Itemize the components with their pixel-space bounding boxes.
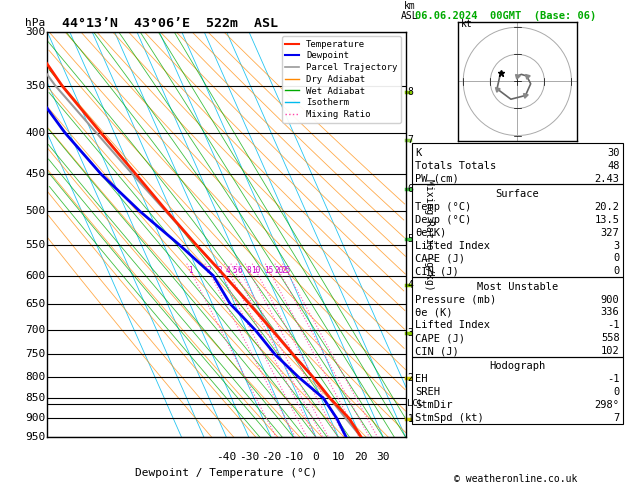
Text: 600: 600	[25, 271, 45, 280]
Text: hPa: hPa	[25, 17, 45, 28]
Text: 500: 500	[25, 207, 45, 216]
Text: 06.06.2024  00GMT  (Base: 06): 06.06.2024 00GMT (Base: 06)	[415, 11, 596, 21]
Text: Dewp (°C): Dewp (°C)	[415, 215, 471, 225]
Text: -1: -1	[607, 374, 620, 384]
Text: 25: 25	[282, 266, 291, 276]
Text: 48: 48	[607, 161, 620, 171]
Text: 400: 400	[25, 128, 45, 138]
Text: 4: 4	[408, 280, 413, 291]
Text: -20: -20	[261, 451, 281, 462]
Text: 102: 102	[601, 346, 620, 356]
Text: Hodograph: Hodograph	[489, 362, 545, 371]
Text: 0: 0	[613, 254, 620, 263]
Text: 0: 0	[613, 387, 620, 397]
Text: 327: 327	[601, 228, 620, 238]
Text: 8: 8	[247, 266, 252, 276]
Text: 4: 4	[226, 266, 230, 276]
Text: 700: 700	[25, 325, 45, 335]
Text: © weatheronline.co.uk: © weatheronline.co.uk	[454, 473, 577, 484]
Text: 30: 30	[377, 451, 390, 462]
Text: 298°: 298°	[594, 400, 620, 410]
Text: 0: 0	[313, 451, 320, 462]
Text: 1: 1	[408, 414, 413, 424]
Text: 2: 2	[206, 266, 211, 276]
Text: 650: 650	[25, 299, 45, 309]
Text: km
ASL: km ASL	[401, 0, 418, 21]
Text: -40: -40	[216, 451, 237, 462]
Text: 20: 20	[354, 451, 367, 462]
Text: 10: 10	[252, 266, 260, 276]
Text: StmSpd (kt): StmSpd (kt)	[415, 413, 484, 423]
Text: 800: 800	[25, 372, 45, 382]
Text: EH: EH	[415, 374, 428, 384]
Text: K: K	[415, 148, 421, 158]
Legend: Temperature, Dewpoint, Parcel Trajectory, Dry Adiabat, Wet Adiabat, Isotherm, Mi: Temperature, Dewpoint, Parcel Trajectory…	[282, 36, 401, 122]
Text: 750: 750	[25, 349, 45, 359]
Text: -10: -10	[284, 451, 304, 462]
Text: 850: 850	[25, 393, 45, 403]
Text: SREH: SREH	[415, 387, 440, 397]
Text: Most Unstable: Most Unstable	[477, 282, 558, 292]
Text: 8: 8	[408, 87, 413, 97]
Text: Lifted Index: Lifted Index	[415, 320, 490, 330]
Text: 44°13’N  43°06’E  522m  ASL: 44°13’N 43°06’E 522m ASL	[62, 17, 278, 30]
Text: 900: 900	[25, 414, 45, 423]
Text: Dewpoint / Temperature (°C): Dewpoint / Temperature (°C)	[135, 468, 318, 478]
Text: -1: -1	[607, 320, 620, 330]
Text: 900: 900	[601, 295, 620, 305]
Text: 350: 350	[25, 81, 45, 91]
Text: Mixing Ratio (g/kg): Mixing Ratio (g/kg)	[424, 179, 434, 290]
Text: 2.43: 2.43	[594, 174, 620, 184]
Text: CIN (J): CIN (J)	[415, 346, 459, 356]
Text: Lifted Index: Lifted Index	[415, 241, 490, 251]
Text: CAPE (J): CAPE (J)	[415, 333, 465, 343]
Text: 336: 336	[601, 308, 620, 317]
Text: 3: 3	[408, 329, 413, 338]
Text: 30: 30	[607, 148, 620, 158]
Text: 13.5: 13.5	[594, 215, 620, 225]
Text: Pressure (mb): Pressure (mb)	[415, 295, 496, 305]
Text: 1: 1	[188, 266, 193, 276]
Text: 15: 15	[265, 266, 274, 276]
Text: 10: 10	[331, 451, 345, 462]
Text: Surface: Surface	[496, 189, 539, 199]
Text: kt: kt	[460, 19, 472, 29]
Text: 7: 7	[613, 413, 620, 423]
Text: Totals Totals: Totals Totals	[415, 161, 496, 171]
Text: PW (cm): PW (cm)	[415, 174, 459, 184]
Text: 20: 20	[274, 266, 284, 276]
Text: 5: 5	[232, 266, 237, 276]
Text: 3: 3	[613, 241, 620, 251]
Text: CAPE (J): CAPE (J)	[415, 254, 465, 263]
Text: 5: 5	[408, 234, 413, 243]
Text: 7: 7	[408, 135, 413, 145]
Text: 2: 2	[408, 373, 413, 383]
Text: StmDir: StmDir	[415, 400, 453, 410]
Text: 550: 550	[25, 240, 45, 250]
Text: 300: 300	[25, 27, 45, 36]
Text: 950: 950	[25, 433, 45, 442]
Text: 0: 0	[613, 266, 620, 277]
Text: 6: 6	[408, 184, 413, 194]
Text: 3: 3	[218, 266, 222, 276]
Text: θe (K): θe (K)	[415, 308, 453, 317]
Text: 6: 6	[238, 266, 242, 276]
Text: θe(K): θe(K)	[415, 228, 447, 238]
Text: LCL: LCL	[408, 399, 423, 408]
Text: 558: 558	[601, 333, 620, 343]
Text: Temp (°C): Temp (°C)	[415, 202, 471, 212]
Text: 20.2: 20.2	[594, 202, 620, 212]
Text: -30: -30	[239, 451, 259, 462]
Text: 450: 450	[25, 169, 45, 179]
Text: CIN (J): CIN (J)	[415, 266, 459, 277]
